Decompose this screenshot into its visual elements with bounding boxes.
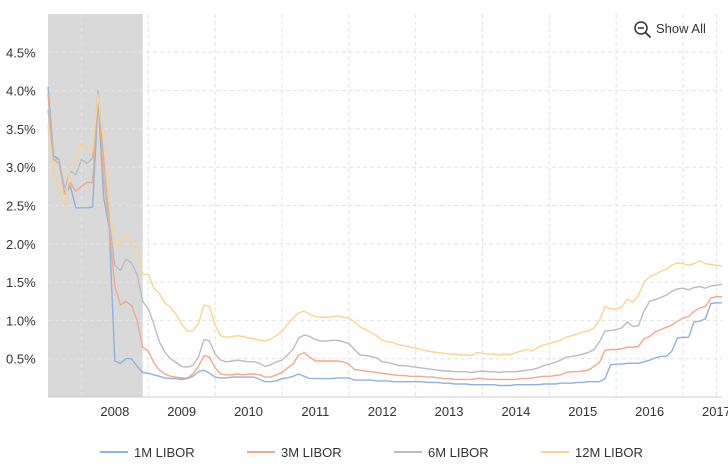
show-all-button[interactable]: Show All: [634, 21, 706, 38]
x-tick-label: 2012: [368, 404, 397, 419]
y-tick-label: 4.5%: [6, 45, 36, 60]
x-tick-label: 2010: [234, 404, 263, 419]
x-tick-label: 2015: [568, 404, 597, 419]
legend: 1M LIBOR 3M LIBOR 6M LIBOR 12M LIBOR: [100, 445, 643, 460]
legend-item-3m-libor[interactable]: 3M LIBOR: [247, 445, 342, 460]
legend-label: 1M LIBOR: [134, 445, 195, 460]
legend-label: 6M LIBOR: [428, 445, 489, 460]
axis-layer: 0.5% 1.0% 1.5% 2.0% 2.5% 3.0% 3.5% 4.0% 4.5% 2008…: [6, 45, 728, 419]
y-tick-label: 1.5%: [6, 275, 36, 290]
grid-layer: [48, 14, 722, 397]
legend-item-1m-libor[interactable]: 1M LIBOR: [100, 445, 195, 460]
x-tick-label: 2017: [702, 404, 728, 419]
y-tick-label: 3.5%: [6, 122, 36, 137]
y-tick-label: 1.0%: [6, 313, 36, 328]
series-line-6m-libor: [47, 89, 723, 374]
legend-item-6m-libor[interactable]: 6M LIBOR: [394, 445, 489, 460]
x-tick-label: 2009: [167, 404, 196, 419]
series-line-12m-libor: [47, 93, 723, 357]
legend-item-12m-libor[interactable]: 12M LIBOR: [541, 445, 643, 460]
series-layer: [47, 86, 723, 387]
x-tick-label: 2014: [501, 404, 530, 419]
series-line-3m-libor: [47, 89, 722, 381]
x-tick-label: 2013: [435, 404, 464, 419]
y-tick-label: 2.5%: [6, 199, 36, 214]
show-all-label: Show All: [656, 21, 706, 36]
x-tick-label: 2011: [301, 404, 329, 419]
series-line-1m-libor: [47, 86, 722, 387]
zoom-out-icon: [634, 21, 651, 38]
legend-label: 3M LIBOR: [281, 445, 342, 460]
y-tick-label: 4.0%: [6, 84, 36, 99]
y-tick-label: 3.0%: [6, 160, 36, 175]
legend-label: 12M LIBOR: [575, 445, 643, 460]
y-tick-label: 2.0%: [6, 237, 36, 252]
x-tick-label: 2016: [635, 404, 664, 419]
y-tick-label: 0.5%: [6, 352, 36, 367]
x-tick-label: 2008: [100, 404, 129, 419]
